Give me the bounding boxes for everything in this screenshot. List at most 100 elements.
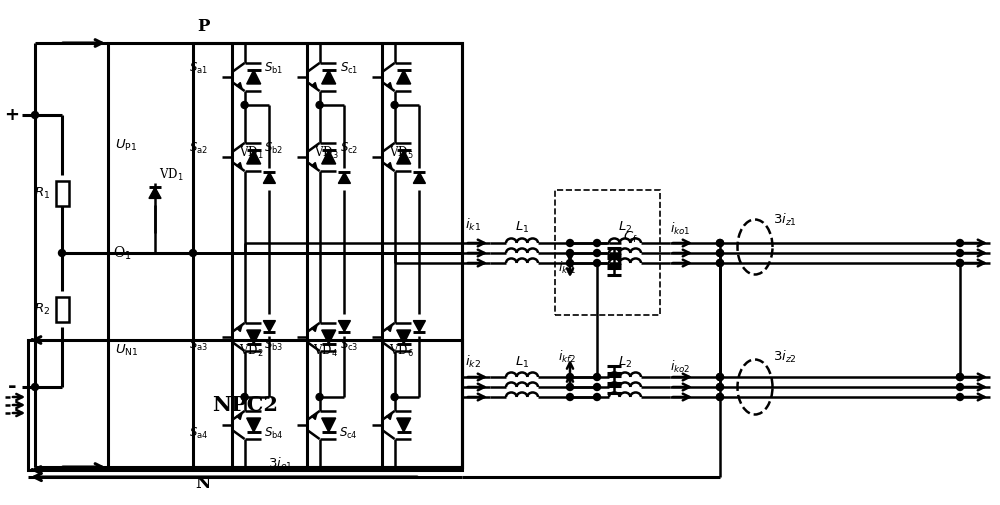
Circle shape (566, 260, 574, 267)
Text: $3i_{o1}$: $3i_{o1}$ (268, 456, 292, 472)
Circle shape (566, 383, 574, 390)
Circle shape (594, 239, 600, 246)
Circle shape (716, 383, 724, 390)
Text: VD$_1$: VD$_1$ (159, 167, 184, 183)
Circle shape (566, 249, 574, 257)
Circle shape (594, 393, 600, 400)
Polygon shape (413, 321, 425, 332)
Text: $S_{\mathrm{a3}}$: $S_{\mathrm{a3}}$ (189, 338, 208, 353)
Bar (108, 43, 462, 467)
Text: VD$_4$: VD$_4$ (313, 343, 338, 359)
Text: $L_2$: $L_2$ (618, 355, 632, 370)
Polygon shape (338, 321, 350, 332)
Polygon shape (397, 70, 411, 84)
Circle shape (566, 374, 574, 380)
Text: $i_{k2}$: $i_{k2}$ (465, 354, 481, 370)
Text: $C_{\mathrm{f}}$: $C_{\mathrm{f}}$ (623, 230, 638, 245)
Circle shape (58, 249, 66, 257)
Circle shape (566, 239, 574, 246)
Circle shape (716, 239, 724, 246)
Text: -: - (8, 377, 16, 397)
Text: +: + (5, 106, 20, 124)
Bar (28, 340, 462, 470)
Polygon shape (322, 330, 336, 344)
Circle shape (566, 393, 574, 400)
Text: $S_{\mathrm{b2}}$: $S_{\mathrm{b2}}$ (264, 141, 283, 156)
Polygon shape (397, 150, 411, 164)
Text: $S_{\mathrm{a4}}$: $S_{\mathrm{a4}}$ (189, 426, 208, 441)
Text: $L_2$: $L_2$ (618, 220, 632, 235)
Circle shape (716, 393, 724, 400)
Polygon shape (263, 172, 275, 183)
Text: $L_1$: $L_1$ (515, 220, 529, 235)
Circle shape (32, 112, 38, 119)
Text: $3i_{z2}$: $3i_{z2}$ (773, 349, 797, 365)
Circle shape (716, 393, 724, 400)
Polygon shape (247, 150, 261, 164)
Text: $i_{ko2}$: $i_{ko2}$ (670, 359, 691, 375)
Circle shape (391, 102, 398, 109)
Circle shape (190, 249, 196, 257)
Polygon shape (322, 418, 336, 432)
Circle shape (716, 260, 724, 267)
Circle shape (956, 260, 964, 267)
Circle shape (594, 249, 600, 257)
Text: $R_2$: $R_2$ (34, 301, 50, 317)
Text: VD$_2$: VD$_2$ (239, 343, 263, 359)
Polygon shape (149, 187, 161, 198)
Text: $S_{\mathrm{b1}}$: $S_{\mathrm{b1}}$ (264, 61, 283, 76)
Circle shape (594, 374, 600, 380)
Polygon shape (338, 172, 350, 183)
Text: $i_{k1}$: $i_{k1}$ (465, 217, 481, 233)
Circle shape (956, 249, 964, 257)
Polygon shape (247, 330, 261, 344)
Text: $S_{\mathrm{a1}}$: $S_{\mathrm{a1}}$ (189, 61, 208, 76)
Polygon shape (413, 172, 425, 183)
Circle shape (716, 374, 724, 380)
Polygon shape (397, 330, 411, 344)
Polygon shape (247, 418, 261, 432)
Text: N: N (195, 475, 211, 492)
Text: P: P (197, 18, 209, 35)
Text: VD$_5$: VD$_5$ (389, 145, 413, 161)
Circle shape (956, 260, 964, 267)
Circle shape (956, 374, 964, 380)
Circle shape (316, 102, 323, 109)
Circle shape (716, 374, 724, 380)
Bar (56, 180, 68, 206)
Text: $S_{\mathrm{c3}}$: $S_{\mathrm{c3}}$ (340, 338, 358, 353)
Circle shape (956, 383, 964, 390)
Circle shape (716, 260, 724, 267)
Circle shape (956, 239, 964, 246)
Text: $i_{kf2}$: $i_{kf2}$ (558, 349, 576, 365)
Text: $i_{ko1}$: $i_{ko1}$ (670, 221, 691, 237)
Text: $S_{\mathrm{b3}}$: $S_{\mathrm{b3}}$ (264, 338, 283, 353)
Text: $R_1$: $R_1$ (34, 185, 50, 200)
Circle shape (241, 393, 248, 400)
Circle shape (716, 239, 724, 246)
Text: VD$_6$: VD$_6$ (389, 343, 413, 359)
Circle shape (594, 383, 600, 390)
Polygon shape (322, 70, 336, 84)
Circle shape (956, 374, 964, 380)
Text: $S_{\mathrm{b4}}$: $S_{\mathrm{b4}}$ (264, 426, 283, 441)
Circle shape (32, 383, 38, 390)
Circle shape (391, 393, 398, 400)
Text: $3i_{z1}$: $3i_{z1}$ (773, 212, 797, 228)
Polygon shape (322, 150, 336, 164)
Circle shape (594, 260, 600, 267)
Text: O$_1$: O$_1$ (113, 244, 132, 262)
Bar (555, 190, 660, 315)
Bar (193, 43, 462, 467)
Circle shape (956, 393, 964, 400)
Text: $S_{\mathrm{c4}}$: $S_{\mathrm{c4}}$ (339, 426, 358, 441)
Text: $S_{\mathrm{c2}}$: $S_{\mathrm{c2}}$ (340, 141, 358, 156)
Polygon shape (397, 418, 411, 432)
Circle shape (716, 249, 724, 257)
Circle shape (316, 393, 323, 400)
Text: VD$_1$: VD$_1$ (239, 145, 263, 161)
Text: $S_{\mathrm{a2}}$: $S_{\mathrm{a2}}$ (189, 141, 208, 156)
Text: NPC2: NPC2 (212, 395, 278, 415)
Polygon shape (263, 321, 275, 332)
Polygon shape (247, 70, 261, 84)
